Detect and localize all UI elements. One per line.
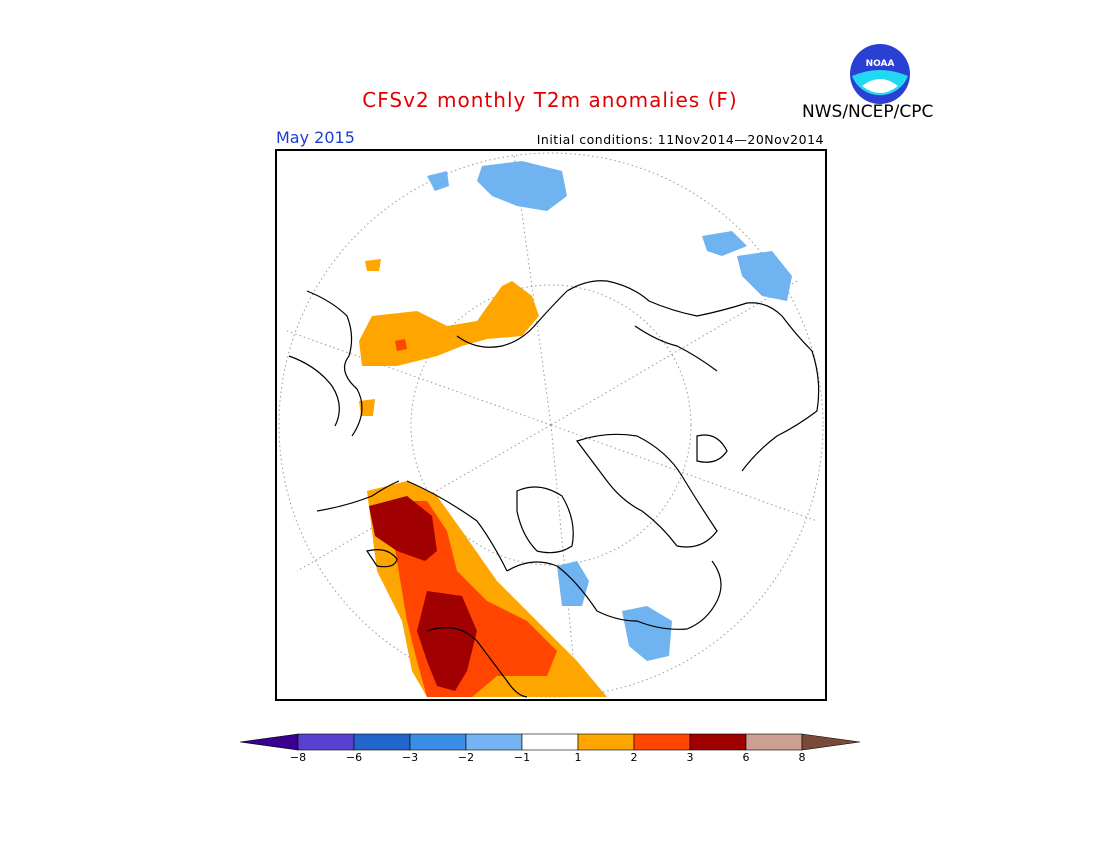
initial-conditions-label: Initial conditions: 11Nov2014—20Nov2014 [536, 132, 824, 147]
cool-anomaly-canada [622, 606, 672, 661]
warm-anomaly-alaska-core [369, 496, 437, 561]
colorbar-tick-label: 8 [798, 751, 806, 764]
map-title: CFSv2 monthly T2m anomalies (F) [362, 88, 738, 112]
warm-anomaly-siberia [359, 281, 539, 366]
colorbar-swatch [409, 733, 467, 751]
warm-anomaly-small-nw [365, 259, 381, 271]
colorbar-swatch [633, 733, 691, 751]
map-panel [275, 149, 827, 701]
colorbar-tick-label: −1 [513, 751, 531, 764]
colorbar-tick-label: −3 [401, 751, 419, 764]
colorbar-legend [239, 733, 861, 751]
colorbar-arrow-high [801, 733, 861, 751]
cool-anomaly-ne-2 [737, 251, 792, 301]
coastlines [288, 280, 820, 698]
graticule [278, 152, 824, 698]
cool-anomaly-top [477, 161, 567, 211]
cool-anomaly-ne [702, 231, 747, 256]
warm-anomaly-small-w [359, 399, 375, 416]
cool-anomaly-top-small [427, 171, 449, 191]
colorbar-tick-label: −8 [289, 751, 307, 764]
anomaly-fields [359, 161, 792, 697]
colorbar-tick-label: −6 [345, 751, 363, 764]
colorbar-arrow-low [239, 733, 299, 751]
colorbar-tick-label: 2 [630, 751, 638, 764]
colorbar-swatch [689, 733, 747, 751]
colorbar-swatch [297, 733, 355, 751]
colorbar-tick-label: 3 [686, 751, 694, 764]
warm-anomaly-siberia-core [395, 339, 407, 351]
colorbar-swatch [465, 733, 523, 751]
organization-label: NWS/NCEP/CPC [802, 102, 934, 122]
colorbar-tick-label: −2 [457, 751, 475, 764]
warm-anomaly-canada-core [417, 591, 477, 691]
colorbar-swatch [353, 733, 411, 751]
noaa-logo: NOAA [850, 44, 910, 104]
colorbar-tick-label: 1 [574, 751, 582, 764]
polar-map [278, 152, 824, 698]
logo-text: NOAA [866, 59, 895, 69]
valid-month-label: May 2015 [276, 128, 355, 147]
colorbar-swatch [521, 733, 579, 751]
colorbar-swatch [745, 733, 803, 751]
colorbar-swatch [577, 733, 635, 751]
colorbar-tick-label: 6 [742, 751, 750, 764]
cool-anomaly-greenland [557, 561, 589, 606]
